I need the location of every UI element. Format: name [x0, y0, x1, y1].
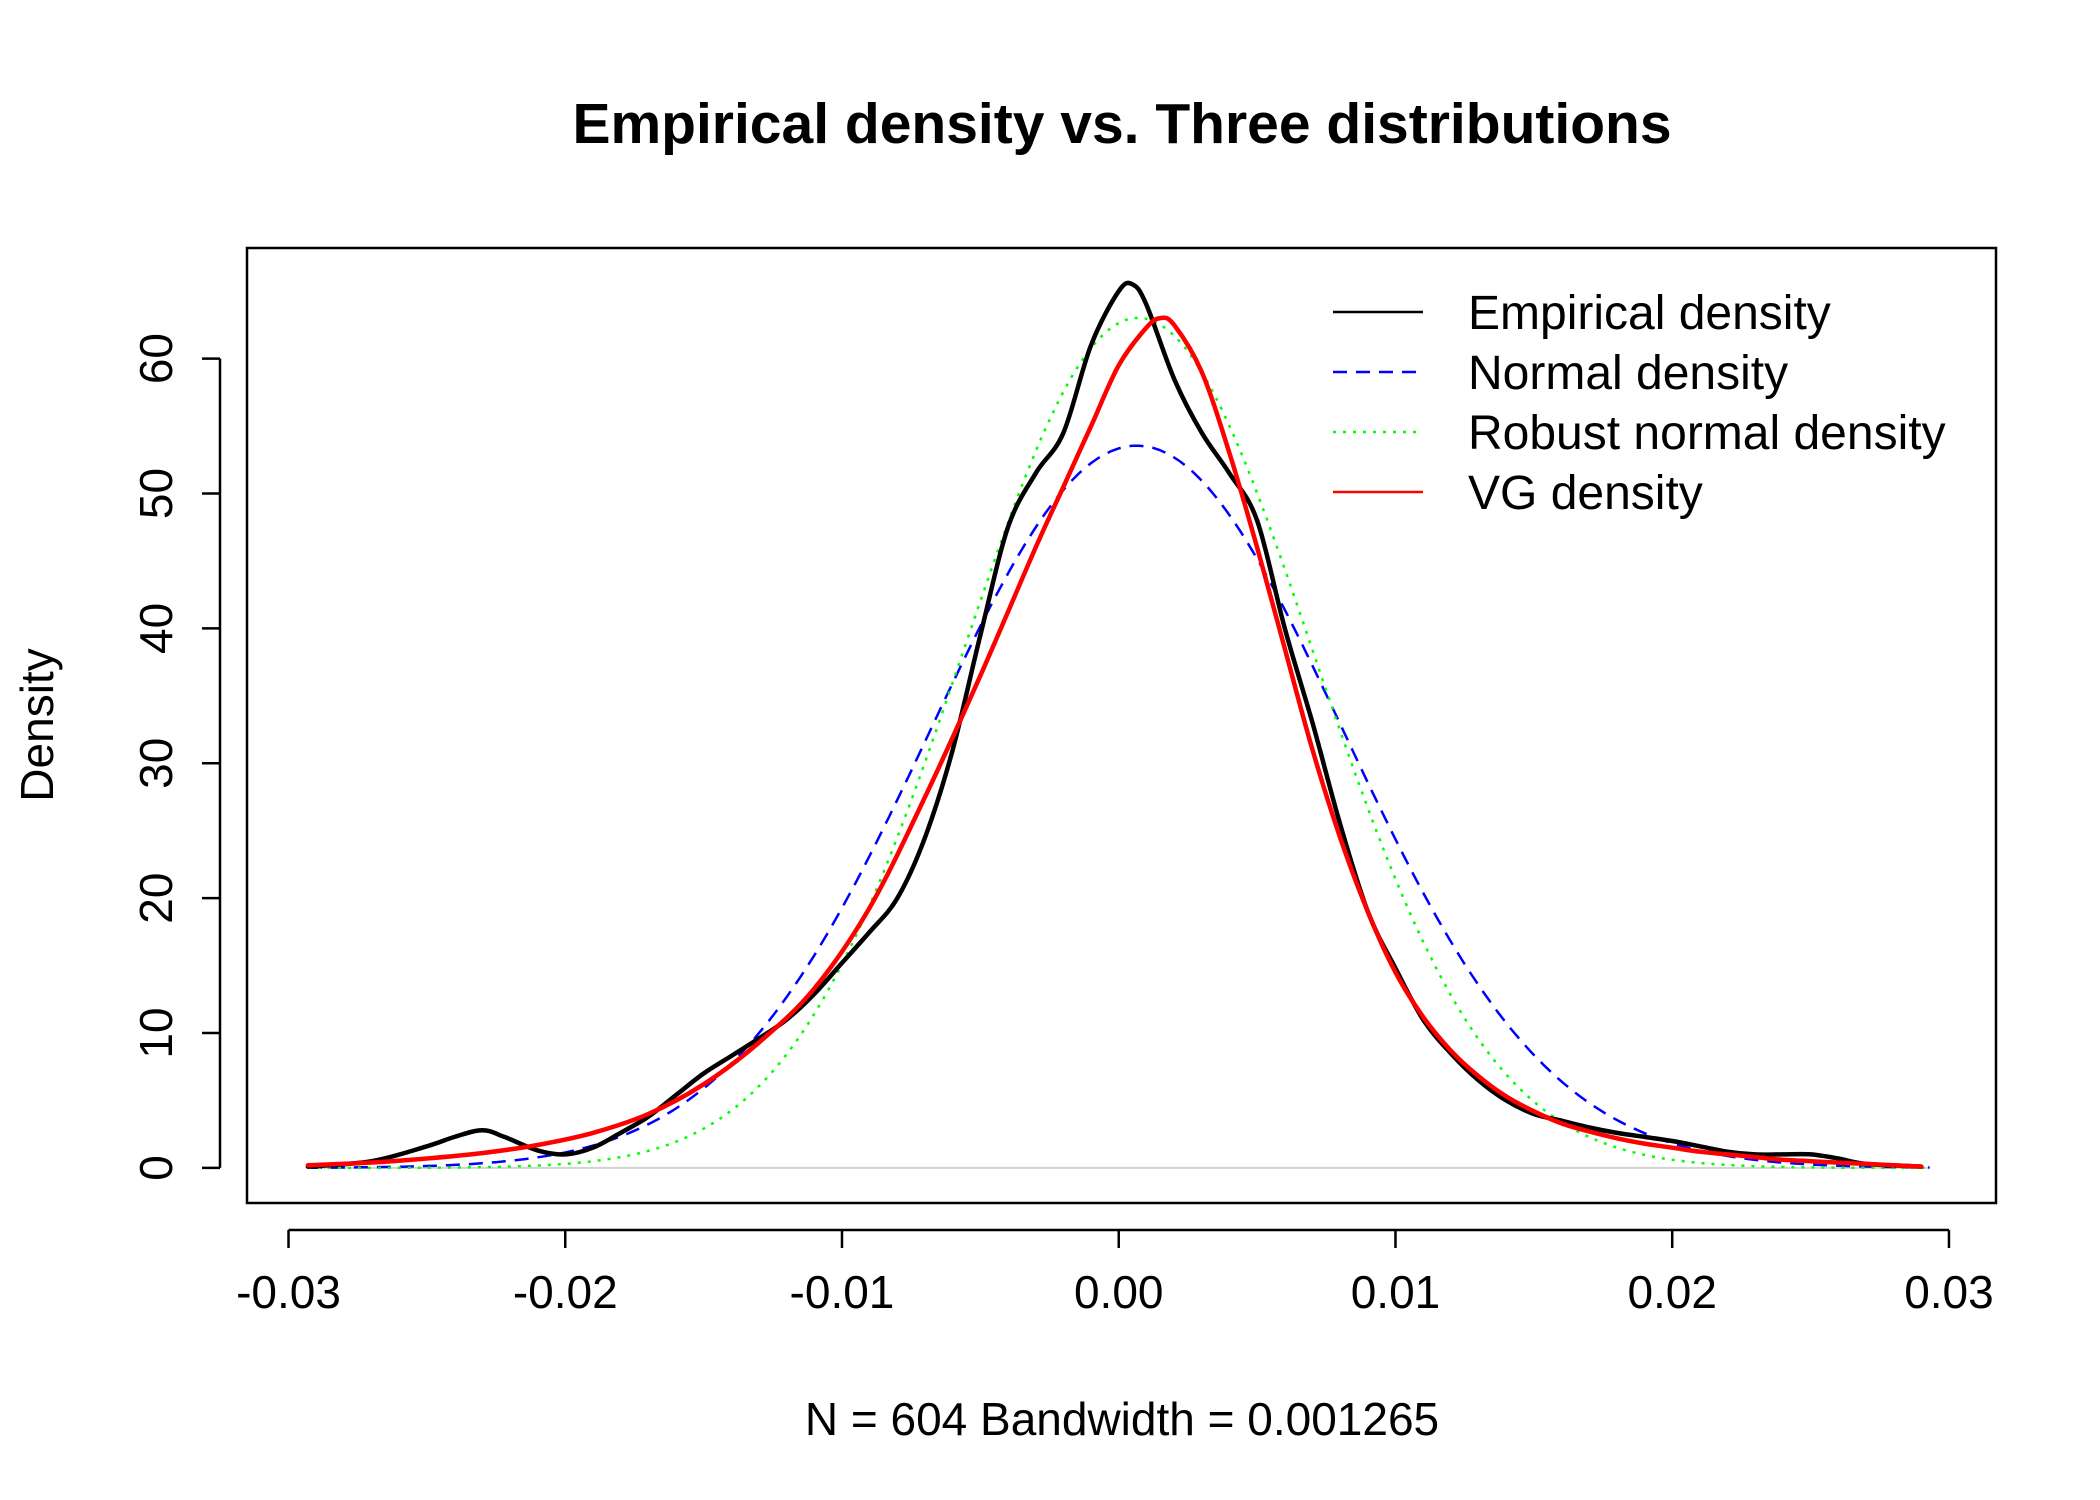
series-line-robust-normal-density [307, 316, 1930, 1170]
chart-title: Empirical density vs. Three distribution… [572, 92, 1671, 156]
x-tick-label: -0.03 [236, 1266, 341, 1318]
x-axis-label: N = 604 Bandwidth = 0.001265 [805, 1393, 1439, 1445]
y-axis-label: Density [11, 648, 63, 801]
legend-label: VG density [1468, 467, 1703, 520]
x-tick-label: -0.02 [513, 1266, 618, 1318]
y-tick-label: 0 [130, 1155, 182, 1181]
y-axis: 0 10 20 30 40 50 60 [130, 333, 222, 1181]
x-tick-label: 0.03 [1904, 1266, 1994, 1318]
y-tick-label: 60 [130, 333, 182, 384]
plot-area [305, 280, 1930, 1170]
series-line-vg-density [305, 315, 1924, 1169]
y-tick-label: 30 [130, 738, 182, 789]
legend: Empirical density Normal density Robust no… [1333, 287, 1946, 520]
legend-label: Normal density [1468, 347, 1788, 400]
series-layer [305, 280, 1930, 1170]
x-tick-label: 0.00 [1074, 1266, 1164, 1318]
y-tick-label: 40 [130, 603, 182, 654]
legend-label: Empirical density [1468, 287, 1831, 340]
plot-frame [245, 246, 1998, 1205]
y-tick-label: 50 [130, 468, 182, 519]
y-tick-label: 10 [130, 1007, 182, 1058]
legend-label: Robust normal density [1468, 407, 1946, 460]
x-axis: -0.03 -0.02 -0.01 0.00 0.01 0.02 0.03 [236, 1228, 1994, 1318]
x-tick-label: -0.01 [790, 1266, 895, 1318]
x-tick-label: 0.01 [1351, 1266, 1441, 1318]
series-line-normal-density [307, 444, 1930, 1169]
y-tick-label: 20 [130, 873, 182, 924]
x-tick-label: 0.02 [1627, 1266, 1717, 1318]
series-line-empirical-density [305, 280, 1924, 1169]
